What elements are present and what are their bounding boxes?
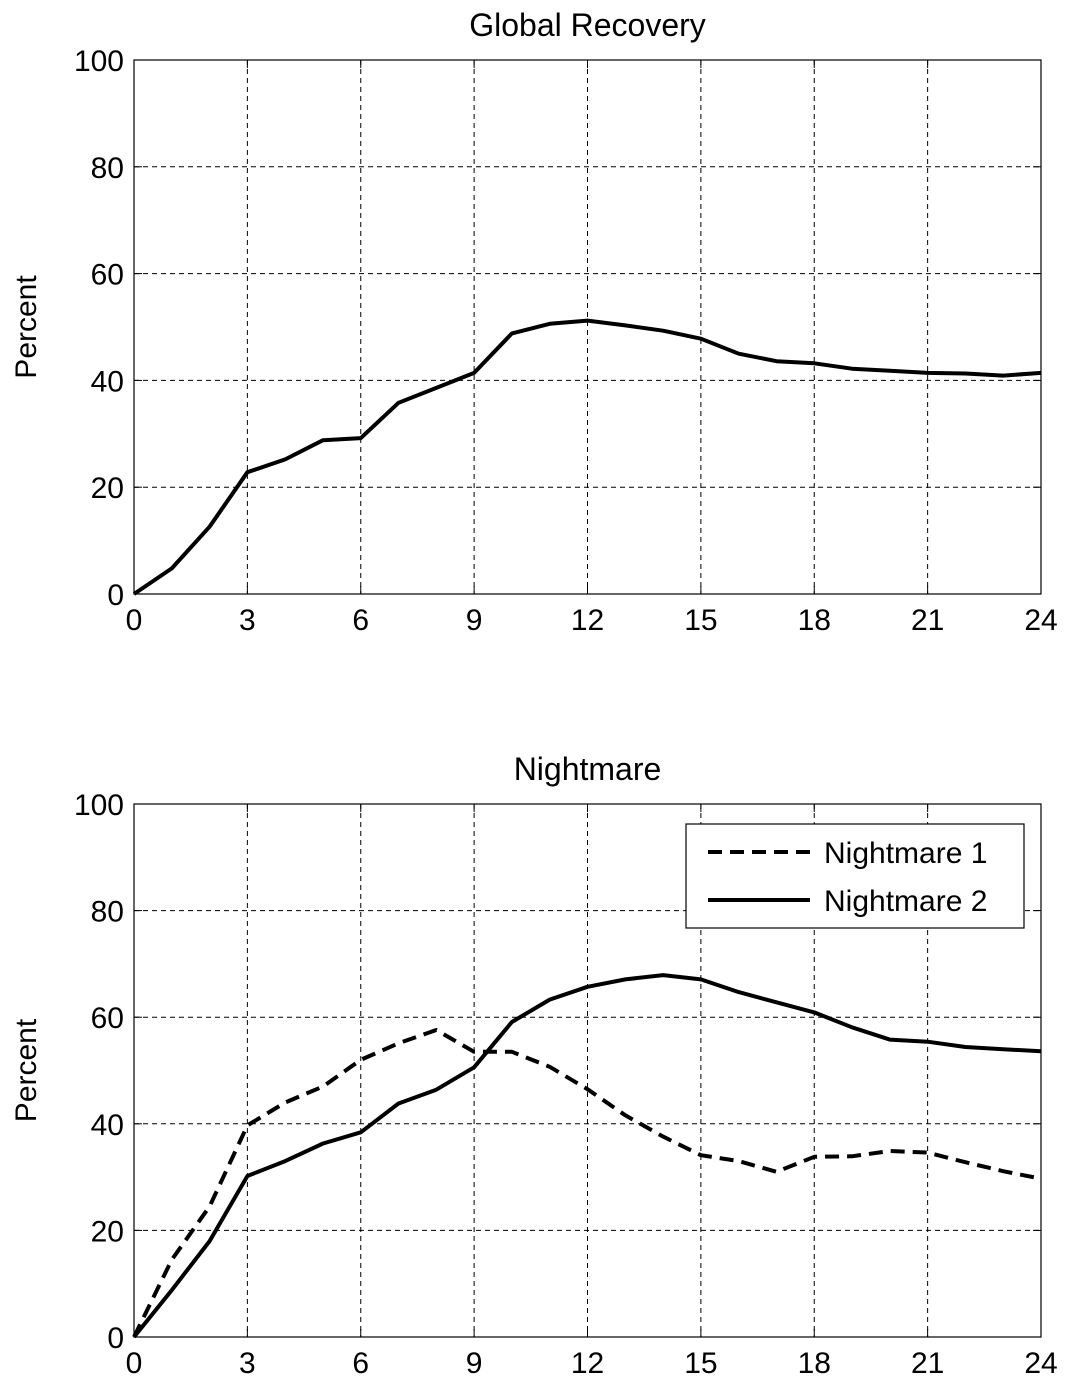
y-axis-label: Percent — [10, 1018, 43, 1122]
x-tick-label: 6 — [352, 1347, 369, 1380]
y-tick-label: 80 — [91, 896, 124, 929]
x-tick-label: 0 — [126, 1347, 143, 1380]
x-tick-label: 21 — [911, 1347, 944, 1380]
chart-global-recovery: 0 3 6 9 12 15 18 21 24 0 20 40 60 80 100 Global Recover… — [10, 7, 1058, 637]
x-tick-label: 24 — [1024, 1347, 1057, 1380]
y-axis-label: Percent — [10, 275, 43, 379]
chart-title: Global Recovery — [469, 7, 706, 43]
chart-title: Nightmare — [514, 751, 662, 787]
legend-label-0: Nightmare 1 — [824, 837, 987, 870]
x-tick-label: 6 — [352, 604, 369, 637]
x-tick-label: 9 — [466, 604, 483, 637]
x-tick-label: 12 — [571, 1347, 604, 1380]
x-tick-label: 12 — [571, 604, 604, 637]
y-tick-label: 60 — [91, 1002, 124, 1035]
legend: Nightmare 1 Nightmare 2 — [685, 823, 1025, 929]
y-tick-label: 100 — [74, 45, 124, 78]
x-tick-label: 0 — [126, 604, 143, 637]
series-line-0 — [132, 318, 1042, 596]
legend-box — [685, 823, 1025, 929]
legend-label-1: Nightmare 2 — [824, 885, 987, 918]
x-tick-label: 18 — [798, 604, 831, 637]
x-tick-label: 24 — [1024, 604, 1057, 637]
y-tick-label: 20 — [91, 1215, 124, 1248]
y-tick-label: 20 — [91, 472, 124, 505]
x-tick-label: 9 — [466, 1347, 483, 1380]
y-tick-label: 100 — [74, 789, 124, 822]
y-tick-label: 0 — [107, 1322, 124, 1355]
y-tick-label: 60 — [91, 259, 124, 292]
x-tick-label: 18 — [798, 1347, 831, 1380]
y-tick-label: 80 — [91, 152, 124, 185]
x-tick-label: 15 — [684, 1347, 717, 1380]
x-tick-label: 21 — [911, 604, 944, 637]
chart-nightmare: 0 3 6 9 12 15 18 21 24 0 20 40 60 80 100 Nightmare Perce… — [10, 751, 1058, 1380]
y-tick-label: 40 — [91, 1109, 124, 1142]
y-tick-label: 0 — [107, 579, 124, 612]
x-tick-label: 3 — [239, 604, 256, 637]
series-line-0 — [132, 1028, 1042, 1338]
y-tick-label: 40 — [91, 365, 124, 398]
x-tick-label: 15 — [684, 604, 717, 637]
x-tick-label: 3 — [239, 1347, 256, 1380]
series-line-1 — [132, 973, 1042, 1339]
